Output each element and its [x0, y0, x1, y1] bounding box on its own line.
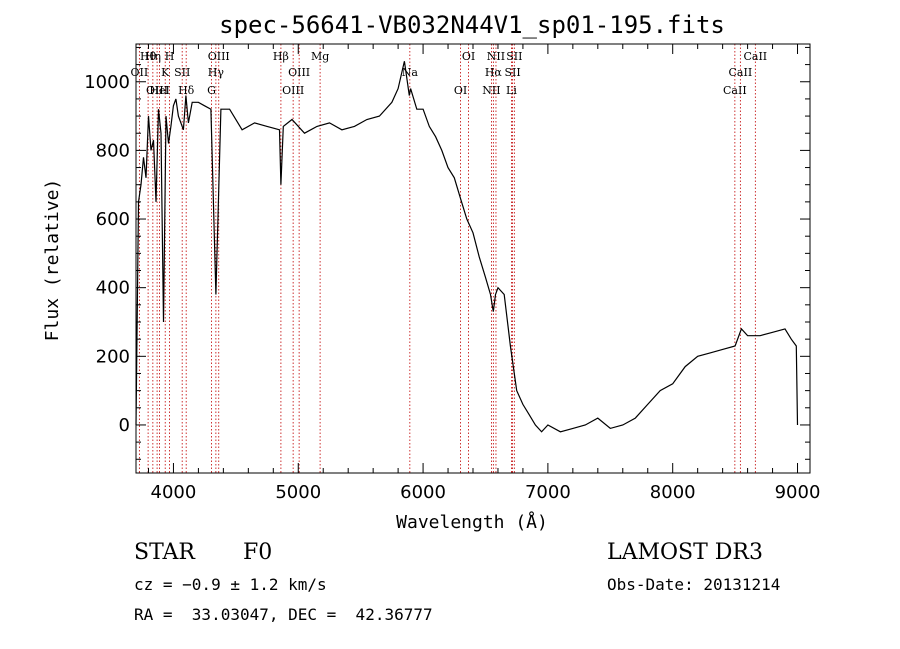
- plot-frame: [135, 43, 811, 474]
- y-tick-label: 0: [119, 415, 130, 436]
- line-marker-label: OI: [462, 50, 475, 63]
- line-marker-label: SII: [174, 66, 190, 79]
- line-marker-label: CaII: [729, 66, 753, 79]
- line-marker-label: K: [161, 66, 170, 79]
- line-marker-label: OI: [454, 84, 467, 97]
- object-type: STAR: [134, 540, 195, 565]
- line-marker-label: Mg: [311, 50, 329, 63]
- observation-date: Obs-Date: 20131214: [607, 575, 781, 594]
- line-marker-label: OIII: [146, 84, 168, 97]
- x-tick-label: 6000: [400, 482, 446, 503]
- line-marker-label: CaII: [723, 84, 747, 97]
- line-marker-label: HeI: [149, 84, 169, 97]
- coordinates: RA = 33.03047, DEC = 42.36777: [134, 605, 433, 624]
- line-marker-label: SII: [504, 66, 520, 79]
- chart-title: spec-56641-VB032N44V1_sp01-195.fits: [219, 11, 725, 39]
- line-marker-label: Hδ: [178, 84, 195, 97]
- line-marker-label: OIII: [208, 50, 230, 63]
- redshift-velocity: cz = −0.9 ± 1.2 km/s: [134, 575, 327, 594]
- line-marker-label: NII: [482, 84, 500, 97]
- emission-line-labels: HθOIIOIIIHηKHeIHSIIHδOIIIHγGHβOIIIOIIIMg…: [131, 50, 768, 97]
- line-marker-label: OIII: [288, 66, 310, 79]
- line-marker-label: OIII: [282, 84, 304, 97]
- line-marker-label: G: [207, 84, 216, 97]
- x-tick-label: 7000: [525, 482, 571, 503]
- line-marker-label: Hγ: [208, 66, 225, 79]
- y-axis-ticks: 0 200 400 600 800 1000: [84, 46, 810, 460]
- line-marker-label: SII: [506, 50, 522, 63]
- line-marker-label: Na: [402, 66, 419, 79]
- y-tick-label: 400: [96, 278, 130, 299]
- line-marker-label: Hθ: [140, 50, 157, 63]
- line-marker-label: Li: [506, 84, 517, 97]
- x-tick-label: 5000: [275, 482, 321, 503]
- line-marker-label: Hβ: [273, 50, 289, 63]
- line-marker-label: OII: [131, 66, 149, 79]
- line-marker-label: NII: [487, 50, 505, 63]
- spectral-subclass: F0: [243, 540, 273, 565]
- y-tick-label: 200: [96, 346, 130, 367]
- x-axis-label: Wavelength (Å): [396, 511, 548, 533]
- line-marker-label: Hα: [485, 66, 503, 79]
- emission-line-markers: [138, 44, 756, 473]
- x-tick-label: 8000: [650, 482, 696, 503]
- y-tick-label: 600: [96, 209, 130, 230]
- line-marker-label: Hη: [145, 50, 161, 63]
- line-marker-label: H: [165, 50, 175, 63]
- survey-name: LAMOST DR3: [607, 540, 763, 565]
- y-tick-label: 1000: [84, 72, 130, 93]
- x-axis-ticks: 4000 5000 6000 7000 8000 9000: [147, 44, 821, 503]
- x-tick-label: 9000: [775, 482, 821, 503]
- y-tick-label: 800: [96, 140, 130, 161]
- x-tick-label: 4000: [151, 482, 197, 503]
- line-marker-label: CaII: [743, 50, 767, 63]
- spectrum-series-line: [135, 61, 799, 433]
- y-axis-label: Flux (relative): [42, 179, 63, 342]
